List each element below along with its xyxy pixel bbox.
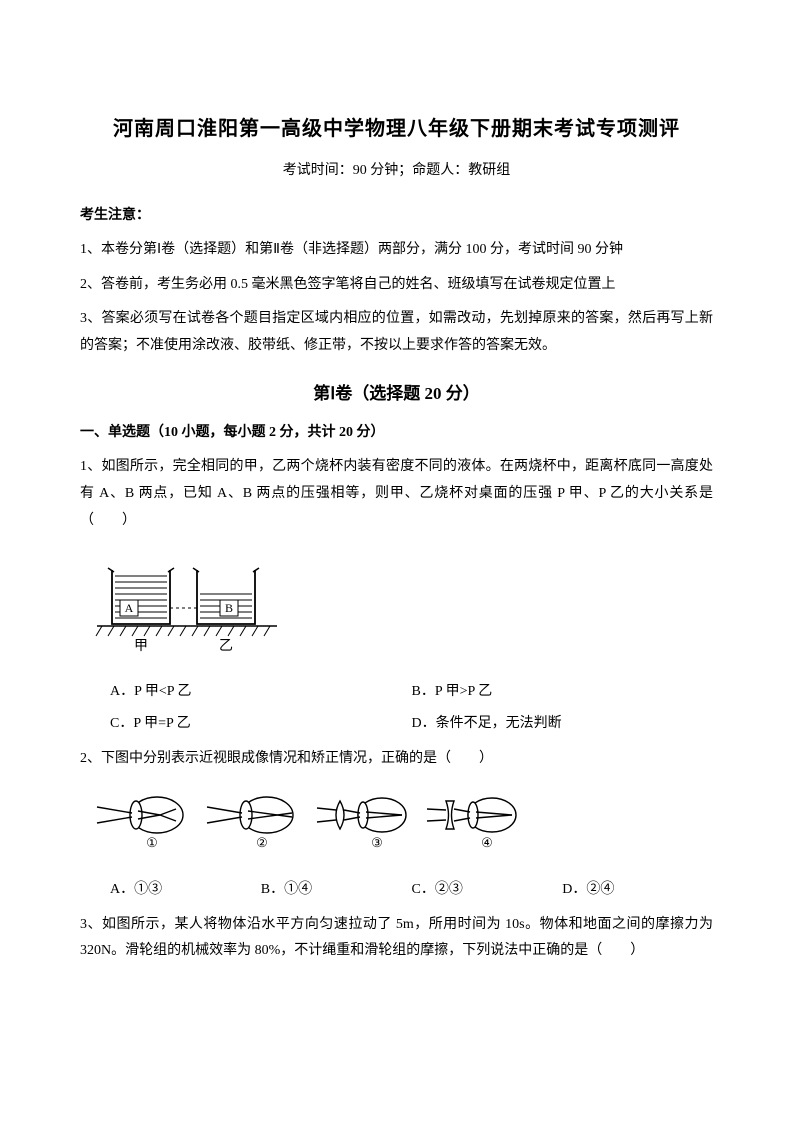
q2-opt-a: A．①③: [110, 877, 261, 904]
q2-stem: 2、下图中分别表示近视眼成像情况和矫正情况，正确的是（ ）: [80, 746, 713, 773]
q2-fig-label-4: ④: [481, 835, 493, 850]
q2-fig-label-3: ③: [371, 835, 383, 850]
eyes-svg: ① ② ③ ④: [92, 785, 532, 855]
q2-options: A．①③ B．①④ C．②③ D．②④: [110, 877, 713, 904]
beakers-svg: A B 甲 乙: [92, 546, 282, 656]
beaker-right: B: [193, 568, 259, 624]
q1-options-row2: C．P 甲=P 乙 D．条件不足，无法判断: [110, 711, 713, 738]
q1-opt-c: C．P 甲=P 乙: [110, 711, 412, 738]
point-a-label: A: [125, 601, 134, 615]
point-b-label: B: [225, 601, 233, 615]
beaker-left-label: 甲: [134, 639, 148, 654]
notice-1: 1、本卷分第Ⅰ卷（选择题）和第Ⅱ卷（非选择题）两部分，满分 100 分，考试时间…: [80, 237, 713, 264]
notice-head: 考生注意：: [80, 203, 713, 230]
q2-opt-b: B．①④: [261, 877, 412, 904]
q1-opt-d: D．条件不足，无法判断: [412, 711, 714, 738]
notice-2: 2、答卷前，考生务必用 0.5 毫米黑色签字笔将自己的姓名、班级填写在试卷规定位…: [80, 272, 713, 299]
exam-subtitle: 考试时间：90 分钟；命题人：教研组: [80, 158, 713, 185]
beaker-right-label: 乙: [219, 638, 233, 654]
notice-3: 3、答案必须写在试卷各个题目指定区域内相应的位置，如需改动，先划掉原来的答案，然…: [80, 306, 713, 359]
q1-options-row1: A．P 甲<P 乙 B．P 甲>P 乙: [110, 679, 713, 706]
q2-opt-c: C．②③: [412, 877, 563, 904]
q2-opt-d: D．②④: [562, 877, 713, 904]
part1-head: 第Ⅰ卷（选择题 20 分）: [80, 378, 713, 410]
q2-fig-label-2: ②: [256, 835, 268, 850]
beaker-left: A: [108, 568, 174, 624]
exam-title: 河南周口淮阳第一高级中学物理八年级下册期末考试专项测评: [80, 110, 713, 148]
q2-figure: ① ② ③ ④: [92, 785, 713, 866]
q2-fig-label-1: ①: [146, 835, 158, 850]
single-choice-head: 一、单选题（10 小题，每小题 2 分，共计 20 分）: [80, 420, 713, 447]
q1-figure: A B 甲 乙: [92, 546, 713, 667]
q1-opt-b: B．P 甲>P 乙: [412, 679, 714, 706]
q1-stem: 1、如图所示，完全相同的甲，乙两个烧杯内装有密度不同的液体。在两烧杯中，距离杯底…: [80, 454, 713, 534]
q3-stem: 3、如图所示，某人将物体沿水平方向匀速拉动了 5m，所用时间为 10s。物体和地…: [80, 912, 713, 965]
exam-page: 河南周口淮阳第一高级中学物理八年级下册期末考试专项测评 考试时间：90 分钟；命…: [0, 0, 793, 1122]
q1-opt-a: A．P 甲<P 乙: [110, 679, 412, 706]
